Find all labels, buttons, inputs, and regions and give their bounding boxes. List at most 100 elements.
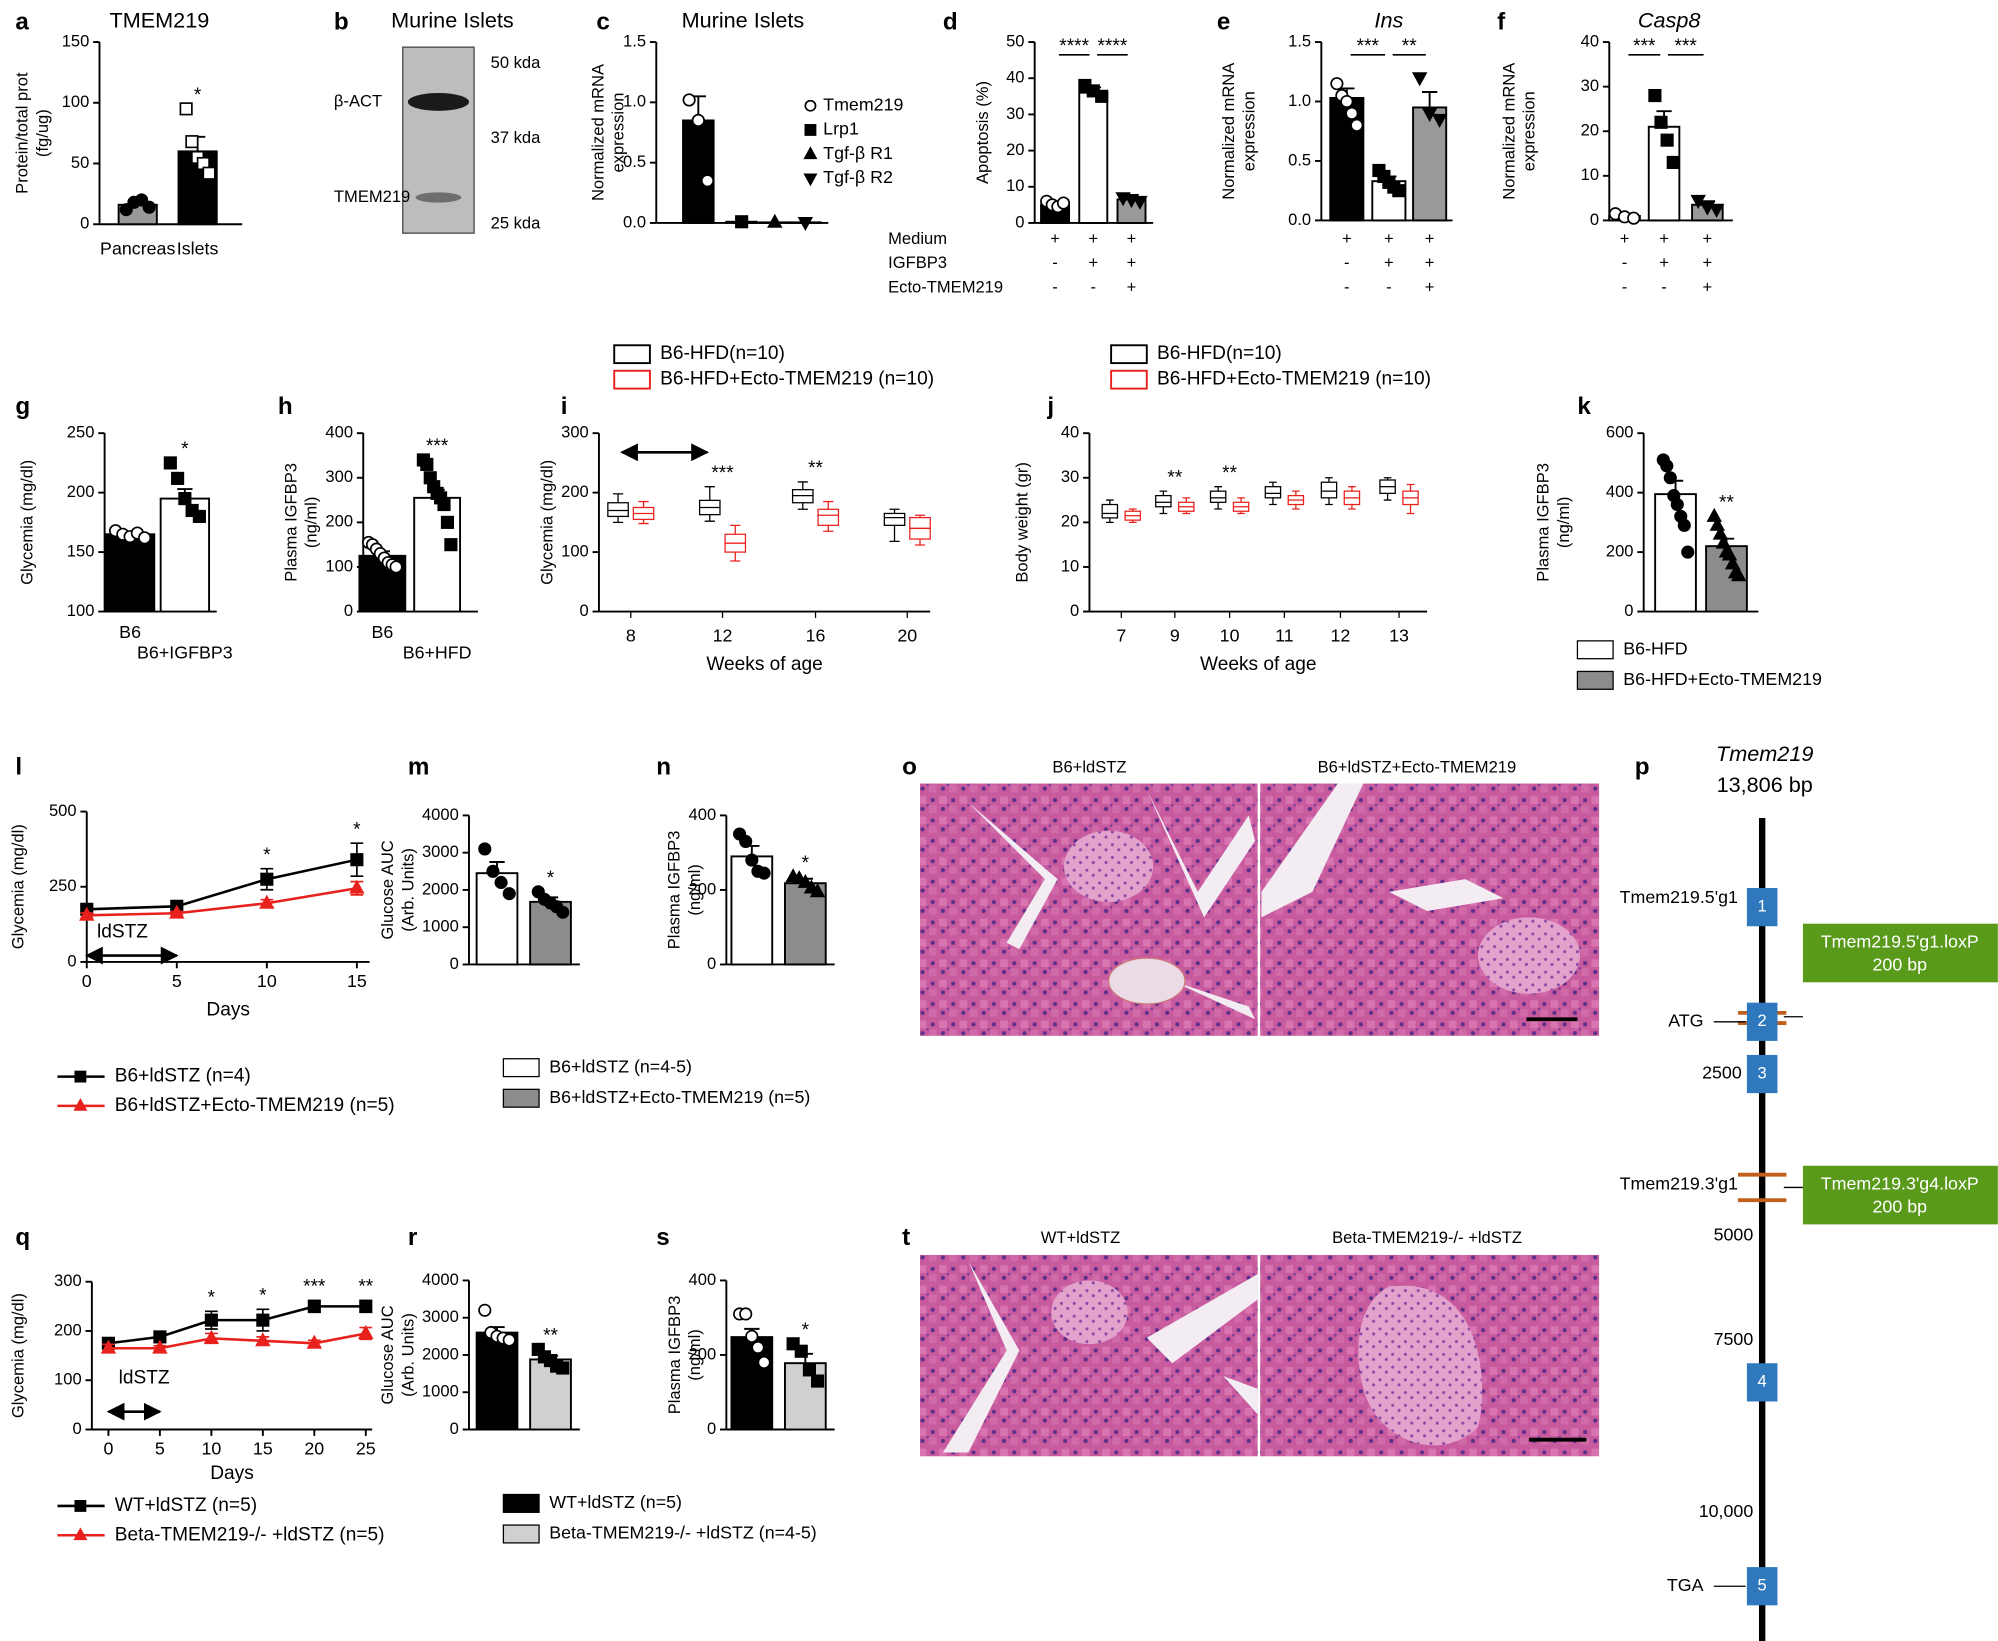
data-point <box>1340 94 1354 109</box>
y-tick-label: 0.5 <box>623 152 646 171</box>
y-tick-label: 0 <box>707 954 716 973</box>
data-point <box>359 1299 373 1313</box>
y-tick-label: 400 <box>1606 482 1634 501</box>
tissue-gap <box>1261 783 1504 918</box>
box-whisker <box>1325 497 1333 506</box>
data-point <box>259 894 275 909</box>
blot-title: Murine Islets <box>391 7 514 32</box>
blot-band <box>407 93 469 111</box>
y-axis-label: (ng/ml) <box>1554 497 1573 548</box>
x-tick-label: 20 <box>304 1439 324 1459</box>
data-point <box>745 1329 759 1343</box>
treatment-sign: - <box>1661 277 1667 296</box>
data-point <box>1056 196 1071 210</box>
legend-label: Tgf-β R2 <box>823 167 893 187</box>
box-whisker <box>914 539 926 546</box>
legend-label: B6+ldSTZ (n=4) <box>115 1066 251 1087</box>
x-tick-label: 0 <box>82 971 92 991</box>
x-axis-label: Weeks of age <box>1200 654 1317 675</box>
y-axis-label: (ng/ml) <box>302 497 321 548</box>
y-tick-label: 0 <box>450 1419 459 1438</box>
y-tick-label: 4000 <box>422 1270 459 1289</box>
treatment-sign: - <box>1052 277 1058 296</box>
guide-box <box>1802 1165 1998 1225</box>
significance: * <box>181 439 189 460</box>
y-tick-label: 200 <box>1606 541 1634 560</box>
y-axis-label: Body weight (gr) <box>1013 462 1032 582</box>
panel-letter: e <box>1217 8 1230 35</box>
x-tick-label: B6+HFD <box>403 642 472 662</box>
data-point <box>1411 72 1428 87</box>
box-whisker <box>1106 499 1114 505</box>
y-tick-label: 40 <box>1581 31 1599 50</box>
x-tick-label: 15 <box>347 971 367 991</box>
legend-swatch <box>502 1088 540 1108</box>
data-point <box>802 1363 816 1377</box>
data-point <box>179 102 193 116</box>
y-axis-label: expression <box>1520 91 1539 171</box>
x-axis-label: Days <box>210 1463 254 1484</box>
image-title: Beta-TMEM219-/- +ldSTZ <box>1332 1228 1522 1247</box>
y-tick-label: 1000 <box>422 1382 459 1401</box>
significance: ** <box>358 1277 373 1298</box>
box-whisker <box>1292 490 1300 496</box>
y-tick-label: 4000 <box>422 805 459 824</box>
panel-letter: p <box>1635 754 1650 781</box>
band-label: β-ACT <box>334 91 382 110</box>
treatment-sign: - <box>1091 277 1097 296</box>
data-point <box>739 1307 753 1321</box>
data-point <box>142 200 156 214</box>
y-axis-label: Glycemia (mg/dl) <box>537 460 556 585</box>
interval-label: ldSTZ <box>97 922 148 943</box>
chart-title: Casp8 <box>1638 7 1701 32</box>
y-tick-label: 0 <box>1070 601 1079 620</box>
treatment-sign: - <box>1622 253 1628 272</box>
x-tick-label: 9 <box>1170 626 1180 646</box>
data-point <box>444 538 458 552</box>
y-tick-label: 100 <box>325 556 353 575</box>
y-tick-label: 0.0 <box>1288 210 1311 229</box>
panel-letter: i <box>561 393 568 420</box>
image-title: B6+ldSTZ <box>1052 758 1126 777</box>
y-tick-label: 100 <box>67 601 95 620</box>
legend-swatch <box>1576 670 1614 690</box>
treatment-label: IGFBP3 <box>888 253 947 272</box>
y-tick-label: 100 <box>561 541 589 560</box>
y-axis-label: (Arb. Units) <box>398 1313 417 1397</box>
y-tick-label: 0.5 <box>1288 150 1311 169</box>
bar <box>413 496 462 613</box>
box <box>1101 503 1119 519</box>
significance: *** <box>426 436 449 457</box>
y-tick-label: 200 <box>67 482 95 501</box>
legend-swatch <box>613 344 651 365</box>
data-point <box>478 842 492 856</box>
y-tick-label: 1.0 <box>1288 91 1311 110</box>
y-tick-label: 50 <box>1006 31 1024 50</box>
legend-marker <box>74 1070 87 1083</box>
series-line <box>108 1305 366 1345</box>
bar <box>730 1336 774 1431</box>
data-point <box>556 1361 570 1375</box>
y-tick-label: 500 <box>49 801 77 820</box>
treatment-sign: + <box>1342 229 1352 248</box>
y-tick-label: 0 <box>344 601 353 620</box>
box-whisker <box>612 516 624 524</box>
y-tick-label: 200 <box>325 512 353 531</box>
data-point <box>307 1299 321 1313</box>
y-axis-label: (Arb. Units) <box>398 848 417 932</box>
significance: *** <box>303 1277 326 1298</box>
y-tick-label: 200 <box>689 1344 717 1363</box>
data-point <box>1654 115 1668 129</box>
significance: ** <box>1402 36 1417 57</box>
legend-swatch <box>1110 344 1148 365</box>
legend-marker <box>804 124 817 136</box>
legend-label: B6+ldSTZ (n=4-5) <box>549 1056 692 1076</box>
data-point <box>502 887 516 901</box>
legend-marker <box>804 99 817 112</box>
legend-marker <box>803 146 818 160</box>
significance: ** <box>808 458 823 479</box>
x-tick-label: 10 <box>1220 626 1240 646</box>
panel-letter: a <box>15 8 29 35</box>
y-tick-label: 3000 <box>422 842 459 861</box>
box-whisker <box>797 502 808 510</box>
